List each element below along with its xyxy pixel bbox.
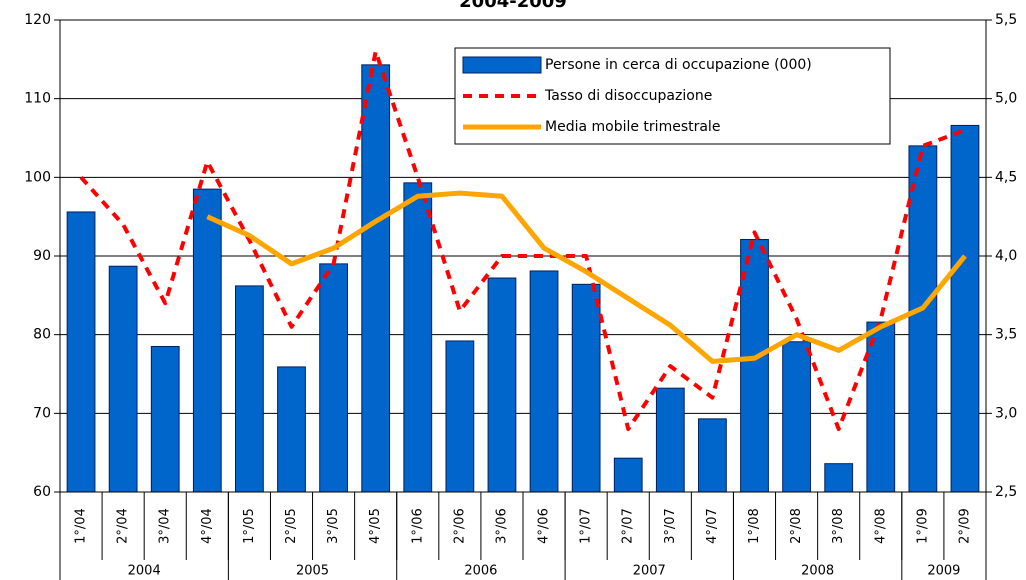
x-tick-label: 2°/04 <box>116 508 131 544</box>
bar <box>108 265 138 493</box>
bar <box>740 238 769 493</box>
legend-label: Persone in cerca di occupazione (000) <box>545 57 812 73</box>
x-tick-label: 1°/07 <box>579 508 594 544</box>
y2-tick-label: 3,5 <box>995 327 1017 343</box>
bar <box>655 387 685 493</box>
bar <box>824 463 854 493</box>
bar <box>571 283 601 493</box>
x-tick-label: 4°/06 <box>537 508 552 544</box>
x-tick-label: 2°/08 <box>789 508 804 544</box>
year-label: 2004 <box>128 564 161 579</box>
bar <box>866 321 896 493</box>
bar <box>908 145 938 493</box>
chart-title: 2004-2009 <box>459 0 567 12</box>
y2-tick-label: 2,5 <box>995 484 1017 500</box>
x-tick-label: 1°/08 <box>747 508 762 544</box>
bar <box>66 211 96 493</box>
line <box>206 190 967 364</box>
x-tick-label: 3°/04 <box>158 508 173 544</box>
legend: Persone in cerca di occupazione (000) Tas… <box>454 47 891 145</box>
x-tick-label: 2°/07 <box>621 508 636 544</box>
x-tick-label: 1°/09 <box>915 508 930 544</box>
y-tick-label: 110 <box>24 91 51 107</box>
bar <box>150 345 180 493</box>
y2-tick-label: 5,0 <box>995 91 1017 107</box>
bar <box>613 457 643 493</box>
y2-tick-label: 5,5 <box>995 12 1017 28</box>
y-tick-label: 100 <box>24 169 51 185</box>
bar <box>445 340 475 493</box>
year-label: 2005 <box>296 564 329 579</box>
x-tick-label: 1°/06 <box>410 508 425 544</box>
x-tick-label: 3°/05 <box>326 508 341 544</box>
y-tick-label: 70 <box>33 405 51 421</box>
x-tick-label: 2°/09 <box>957 508 972 544</box>
y-tick-label: 90 <box>33 248 51 264</box>
year-label: 2008 <box>801 564 834 579</box>
bar <box>698 418 727 493</box>
y-tick-label: 120 <box>24 12 51 28</box>
y2-tick-label: 4,5 <box>995 169 1017 185</box>
y-tick-label: 60 <box>33 484 51 500</box>
legend-swatch <box>462 56 542 74</box>
year-label: 2007 <box>633 564 666 579</box>
bar <box>950 124 980 493</box>
y2-tick-label: 3,0 <box>995 405 1017 421</box>
bar <box>782 341 811 493</box>
bar <box>361 64 391 493</box>
legend-label: Media mobile trimestrale <box>545 119 720 135</box>
bar <box>192 188 222 493</box>
x-tick-label: 2°/05 <box>284 508 299 544</box>
year-label: 2009 <box>927 564 960 579</box>
bar <box>403 182 433 493</box>
x-tick-label: 3°/06 <box>494 508 509 544</box>
x-tick-label: 2°/06 <box>452 508 467 544</box>
year-label: 2006 <box>464 564 497 579</box>
bar <box>529 270 559 493</box>
bar <box>487 277 517 493</box>
x-tick-label: 3°/07 <box>663 508 678 544</box>
x-tick-label: 1°/04 <box>74 508 89 544</box>
y2-tick-label: 4,0 <box>995 248 1017 264</box>
bar <box>277 366 306 493</box>
x-tick-label: 4°/05 <box>368 508 383 544</box>
bar <box>235 285 264 493</box>
bar <box>319 263 348 493</box>
y-tick-label: 80 <box>33 327 51 343</box>
line <box>79 49 966 432</box>
legend-label: Tasso di disoccupazione <box>544 88 712 104</box>
x-tick-label: 3°/08 <box>831 508 846 544</box>
x-tick-label: 4°/07 <box>705 508 720 544</box>
x-tick-label: 1°/05 <box>242 508 257 544</box>
x-tick-label: 4°/04 <box>200 508 215 544</box>
x-tick-label: 4°/08 <box>873 508 888 544</box>
